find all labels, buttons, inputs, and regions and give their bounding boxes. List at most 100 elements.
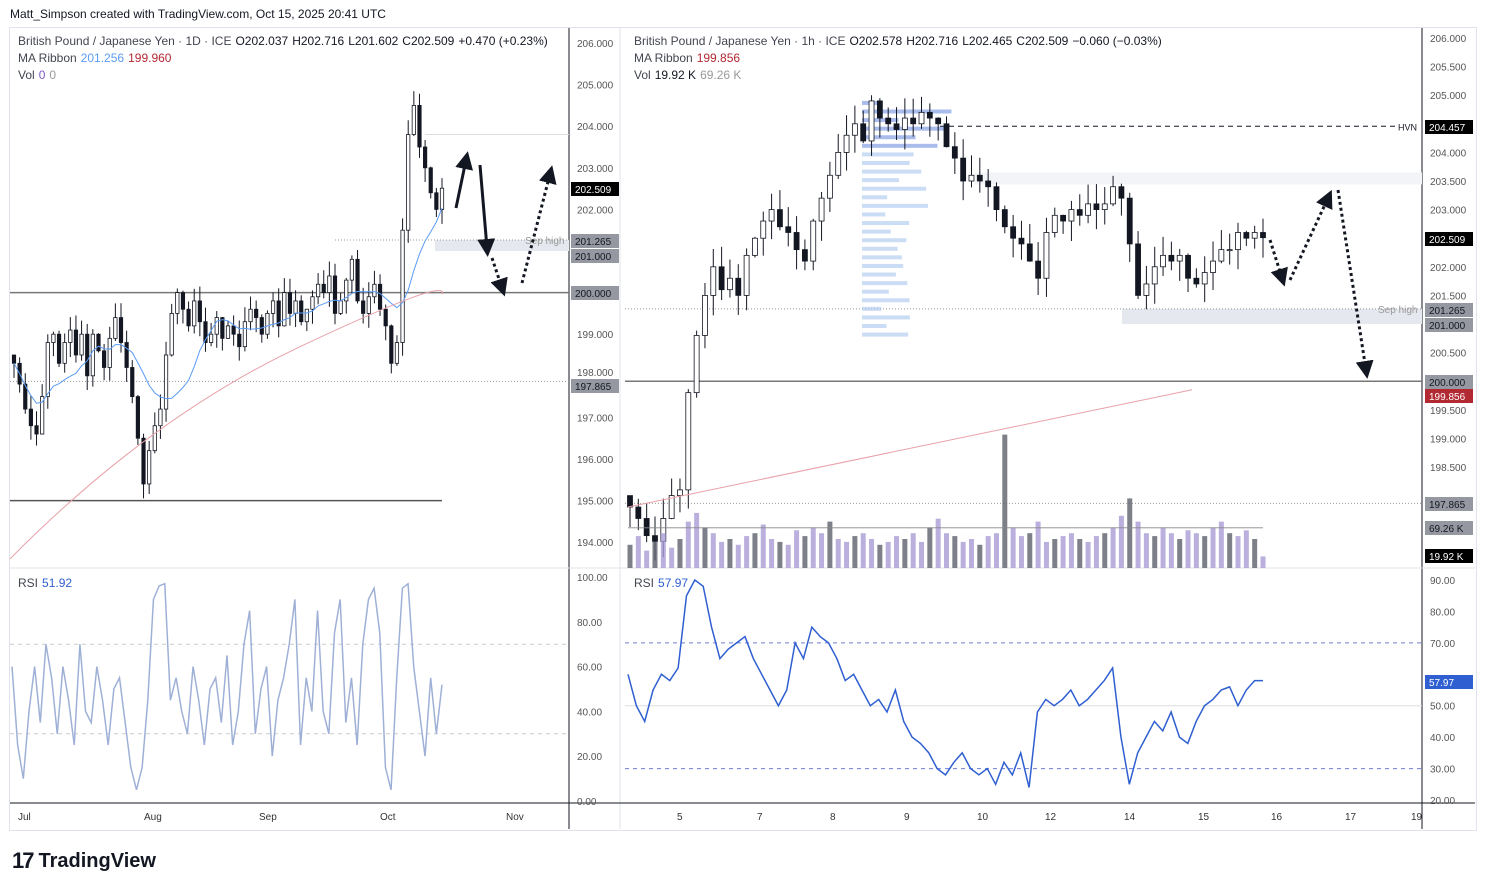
left-vol-label[interactable]: Vol (18, 68, 35, 82)
right-time-tick: 7 (757, 812, 763, 823)
volume-bar (652, 541, 658, 568)
left-rsi-tick: 100.00 (577, 573, 608, 584)
right-time-tick: 5 (677, 812, 683, 823)
daily-candle (118, 317, 124, 343)
hourly-candle (951, 146, 958, 159)
right-time-tick: 14 (1124, 812, 1136, 823)
left-ma-label[interactable]: MA Ribbon (18, 51, 77, 65)
daily-candle (85, 333, 90, 377)
right-rsi-badge-bg (1425, 675, 1473, 689)
volume-profile-bar (862, 306, 882, 311)
daily-candle (439, 187, 445, 210)
left-low-badge: 197.865 (575, 382, 612, 393)
volume-profile-bar (862, 229, 891, 234)
projection-arrow (1336, 189, 1374, 379)
volume-profile-bar (862, 178, 900, 183)
daily-candle (214, 317, 219, 335)
daily-candle (186, 308, 191, 327)
hourly-candle (960, 157, 967, 182)
volume-bar (1227, 533, 1233, 568)
hourly-candle (935, 117, 942, 125)
projection-arrow (1268, 239, 1288, 287)
volume-bar (677, 539, 683, 568)
chart-credit: Matt_Simpson created with TradingView.co… (10, 7, 386, 21)
hourly-candle (910, 117, 917, 125)
left-close: C202.509 (402, 34, 455, 48)
right-vol-badge: 19.92 K (1429, 552, 1464, 563)
right-ma-label[interactable]: MA Ribbon (634, 51, 693, 65)
ma-slow-line (627, 389, 1193, 508)
daily-candle (180, 292, 186, 310)
sep-high-label: Sep high (1378, 305, 1417, 316)
left-rsi-legend: RSI 51.92 (18, 575, 76, 592)
hourly-candle (901, 117, 908, 130)
daily-candle (158, 408, 163, 427)
hourly-candle (768, 209, 775, 222)
volume-bar (1068, 533, 1074, 568)
left-symbol[interactable]: British Pound / Japanese Yen · 1D · ICE (18, 34, 232, 48)
right-price-tick: 204.000 (1430, 148, 1467, 159)
hourly-candle (735, 277, 742, 296)
left-open: O202.037 (235, 34, 289, 48)
hourly-candle (1226, 249, 1233, 252)
projection-arrow (454, 151, 473, 209)
daily-candle (417, 105, 422, 148)
hourly-candle (1168, 254, 1175, 262)
right-rsi-line (627, 578, 1264, 788)
hourly-candle (893, 123, 900, 130)
volume-profile-bar (862, 143, 938, 148)
left-price-tick: 196.000 (577, 455, 614, 466)
left-rsi-tick: 20.00 (577, 752, 602, 763)
right-rsi-label[interactable]: RSI (634, 576, 655, 590)
right-ma-badge-bg (1425, 389, 1473, 403)
daily-candle (411, 105, 416, 135)
volume-bar (1127, 498, 1133, 568)
right-time-tick: 9 (904, 812, 910, 823)
hourly-candle (668, 495, 675, 519)
right-legend: British Pound / Japanese Yen · 1h · ICE O… (634, 33, 1166, 84)
left-rsi-tick: 60.00 (577, 663, 602, 674)
daily-candle (248, 308, 253, 323)
left-sep-high-badge-bg (571, 234, 619, 248)
right-time-tick: 12 (1045, 812, 1057, 823)
hourly-candle (1218, 249, 1225, 262)
hourly-candle (1110, 186, 1116, 205)
daily-candle (327, 275, 332, 293)
right-price-tick: 198.500 (1430, 463, 1467, 474)
volume-bar (927, 527, 933, 568)
right-close: C202.509 (1016, 34, 1069, 48)
volume-bar (844, 541, 850, 568)
volume-bar (1152, 536, 1158, 568)
left-price-tick: 202.000 (577, 205, 614, 216)
hourly-candle (818, 197, 825, 222)
daily-candle (406, 134, 411, 231)
daily-candle (56, 333, 62, 364)
daily-candle (96, 333, 101, 352)
volume-bar (1043, 541, 1049, 568)
hourly-candle (1026, 243, 1033, 262)
daily-candle (209, 333, 214, 343)
right-symbol[interactable]: British Pound / Japanese Yen · 1h · ICE (634, 34, 846, 48)
volume-bar (1010, 527, 1016, 568)
daily-candle (344, 279, 349, 302)
daily-candle (28, 408, 33, 427)
hourly-candle (802, 249, 808, 262)
daily-candle (79, 333, 84, 356)
daily-candle (338, 300, 343, 314)
left-time-tick: Aug (144, 812, 162, 823)
right-change: −0.060 (−0.03%) (1072, 34, 1162, 48)
left-rsi-label[interactable]: RSI (18, 576, 39, 590)
tv-logo-icon: 17 (12, 848, 35, 873)
volume-bar (1060, 536, 1066, 568)
hourly-candle (826, 174, 833, 199)
daily-candle (383, 308, 388, 327)
right-vol-label[interactable]: Vol (634, 68, 651, 82)
left-last-price-badge-bg (571, 182, 619, 196)
daily-candle (304, 308, 309, 323)
ma-fast-line (13, 207, 443, 404)
tradingview-logo[interactable]: 17 TradingView (12, 848, 156, 874)
volume-bar (694, 512, 700, 568)
hourly-candle (985, 180, 992, 188)
volume-bar (685, 521, 691, 568)
